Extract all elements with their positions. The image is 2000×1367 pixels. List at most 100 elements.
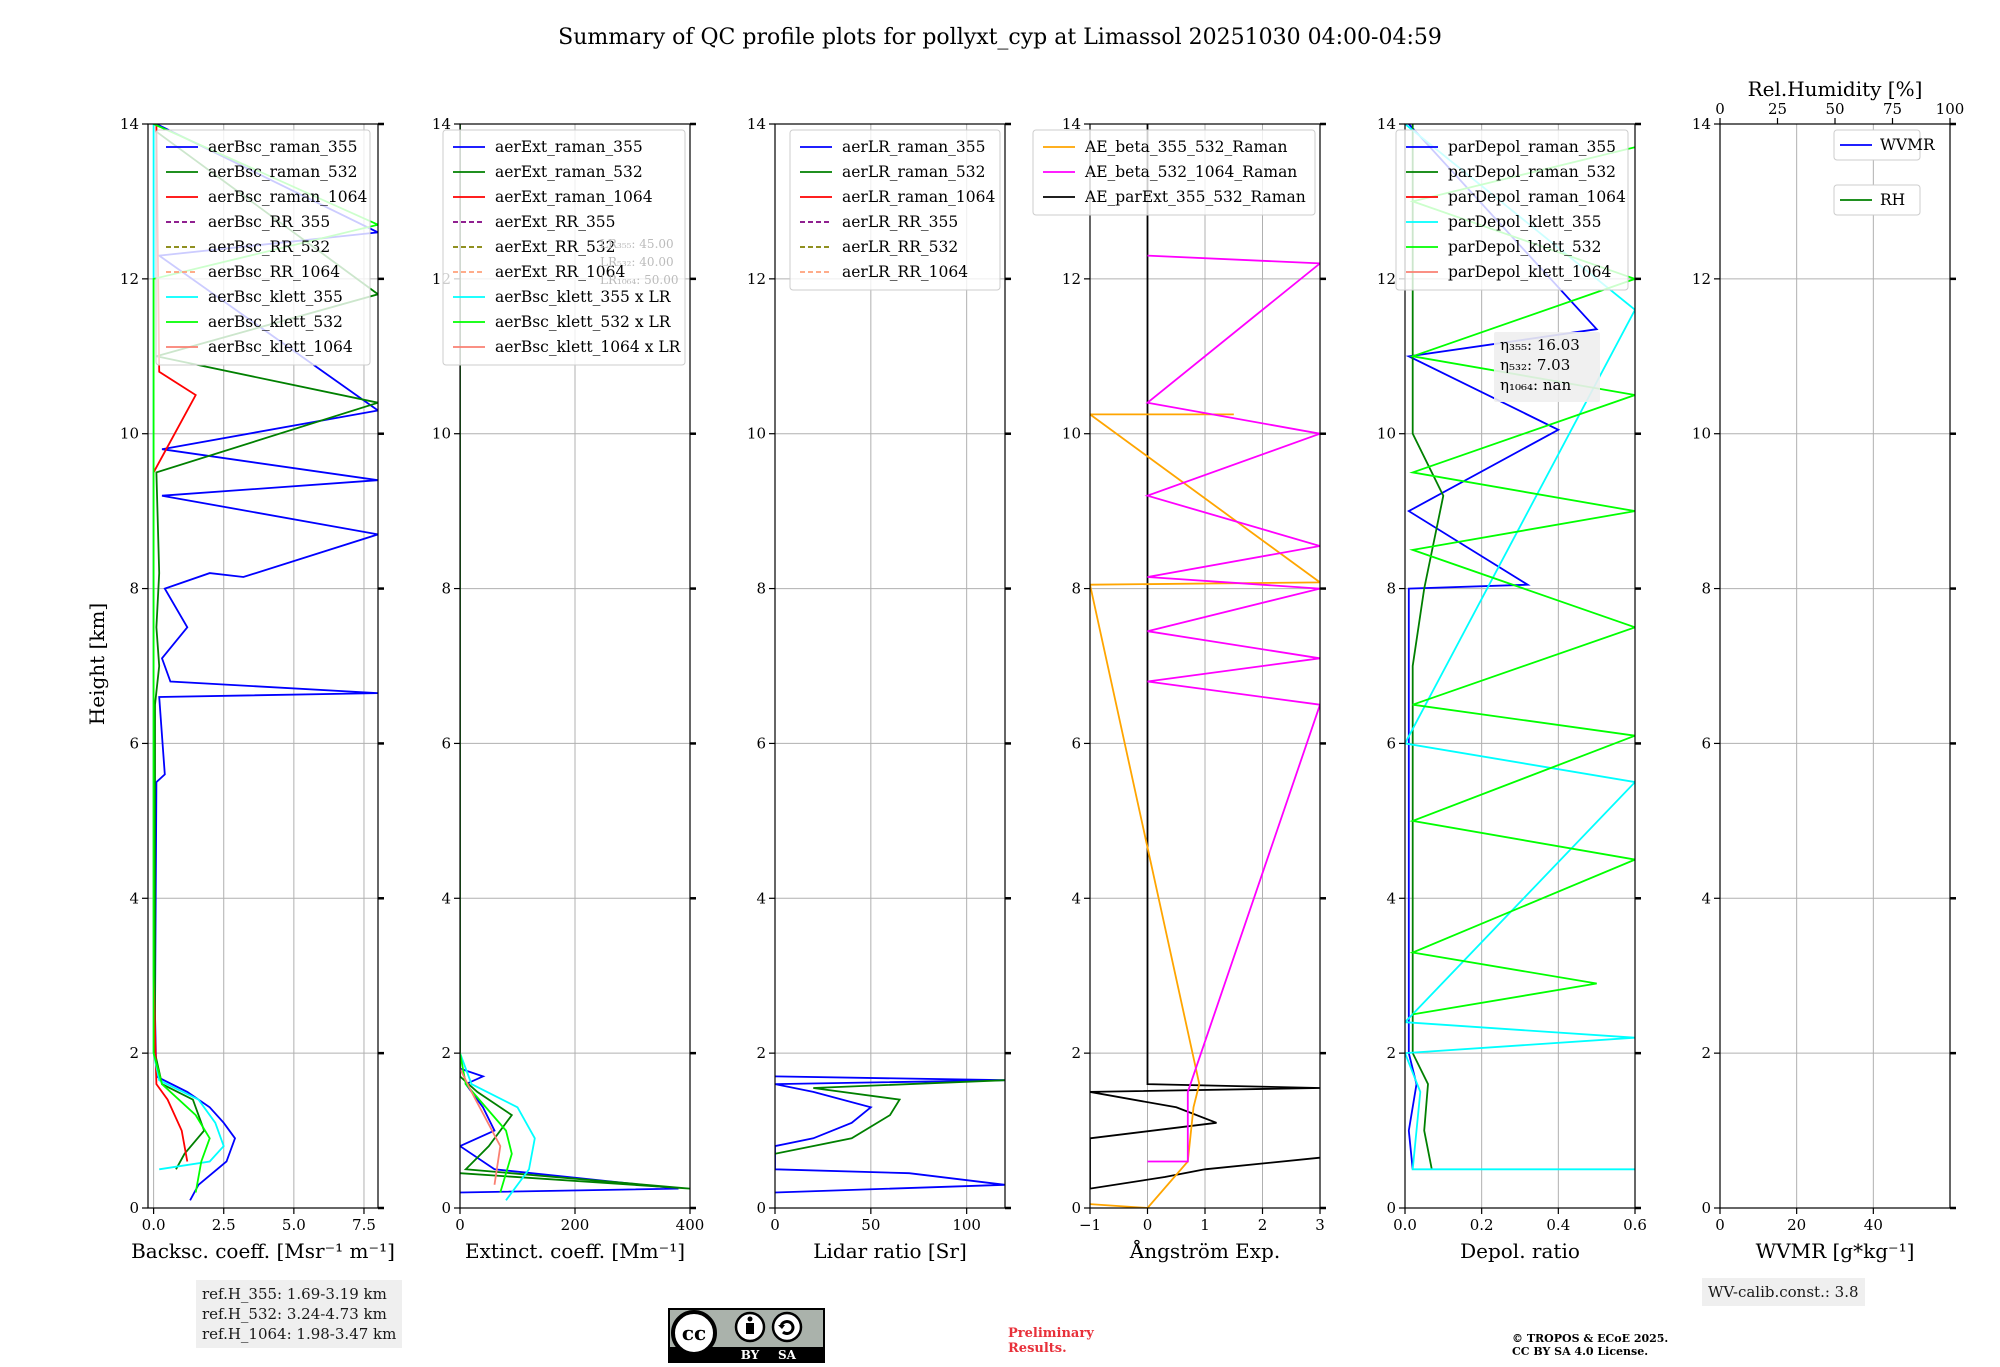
y-tick-label: 6	[1701, 734, 1711, 752]
legend-box	[1032, 129, 1316, 216]
y-tick-label: 0	[1701, 1199, 1711, 1217]
legend-label: aerLR_RR_1064	[842, 263, 968, 281]
eta-annotation: η₁₀₆₄: nan	[1500, 376, 1571, 394]
series-line-AE_beta_532_1064_Raman	[1144, 254, 1320, 1163]
y-tick-label: 10	[1062, 425, 1081, 443]
y-tick-label: 12	[1062, 270, 1081, 288]
x-tick-label: 1	[1200, 1216, 1210, 1234]
x-tick-label: 0.6	[1623, 1216, 1647, 1234]
lr-annotation: LR₅₃₂: 40.00	[600, 255, 674, 269]
panel-lidar_ratio: 0 2 4 6 8 10 12 14 0 50 100 Lidar ratio [Sr] aerLR_r…	[747, 115, 1011, 1263]
series-group	[152, 124, 378, 1201]
legend-label: AE_parExt_355_532_Raman	[1084, 188, 1306, 206]
cc-sa-label: SA	[778, 1348, 797, 1362]
axes-frame	[147, 123, 379, 1209]
y-tick-label: 10	[1377, 425, 1396, 443]
lr-annotation: LR₁₀₆₄: 50.00	[600, 273, 678, 287]
x-tick-label: 200	[561, 1216, 590, 1234]
x-tick-label: 0	[1715, 1216, 1725, 1234]
x-tick-label: 50	[861, 1216, 880, 1234]
top-tick-label: 50	[1825, 100, 1844, 118]
y-tick-label: 10	[1692, 425, 1711, 443]
svg-text:cc: cc	[682, 1321, 706, 1345]
series-line-aerBsc_raman_355	[154, 124, 378, 1201]
y-tick-label: 2	[1701, 1044, 1711, 1062]
legend-label: aerExt_RR_1064	[495, 263, 626, 281]
y-tick-label: 4	[1071, 889, 1081, 907]
legend-label: aerExt_RR_355	[495, 213, 616, 231]
legend-label: WVMR	[1880, 136, 1936, 154]
legend-label: parDepol_klett_532	[1448, 238, 1601, 256]
series-group	[1405, 124, 1635, 1171]
cc-by-label: BY	[741, 1348, 760, 1362]
axes-frame	[1404, 123, 1636, 1209]
legend-box	[155, 129, 371, 366]
series-line-AE_beta_355_532_Raman	[1090, 413, 1320, 1208]
figure-title: Summary of QC profile plots for pollyxt_…	[558, 25, 1442, 50]
cc-license-badge: cc BY SA	[668, 1308, 825, 1363]
y-tick-label: 14	[1377, 115, 1396, 133]
y-tick-label: 12	[1377, 270, 1396, 288]
y-tick-label: 10	[120, 425, 139, 443]
legend-box	[1833, 129, 1921, 161]
top-tick-label: 25	[1768, 100, 1787, 118]
y-tick-label: 2	[1386, 1044, 1396, 1062]
series-line-aerBsc_raman_532	[154, 130, 378, 1170]
preliminary-note: Preliminary Results.	[1008, 1326, 1094, 1356]
y-tick-label: 6	[129, 734, 139, 752]
legend-label: AE_beta_532_1064_Raman	[1084, 163, 1297, 181]
legend-label: aerBsc_klett_532	[208, 313, 343, 331]
legend-label: aerBsc_raman_355	[208, 138, 358, 156]
panel-depol: 0 2 4 6 8 10 12 14 0.0 0.2 0.4 0.6 Depol. ratio parDe…	[1377, 115, 1647, 1263]
y-tick-label: 2	[441, 1044, 451, 1062]
y-tick-label: 0	[756, 1199, 766, 1217]
y-axis-label: Height [km]	[85, 603, 109, 725]
legend-label: parDepol_raman_355	[1448, 138, 1616, 156]
x-tick-label: 0	[770, 1216, 780, 1234]
x-axis-label: Backsc. coeff. [Msr⁻¹ m⁻¹]	[131, 1239, 395, 1263]
legend-label: aerBsc_klett_355	[208, 288, 343, 306]
y-tick-label: 8	[1701, 580, 1711, 598]
top-axis-label: Rel.Humidity [%]	[1748, 77, 1923, 101]
series-line-parDepol_klett_532	[1409, 146, 1635, 1016]
series-line-parDepol_raman_355	[1405, 124, 1599, 1170]
legend-label: AE_beta_355_532_Raman	[1084, 138, 1287, 156]
y-tick-label: 0	[1071, 1199, 1081, 1217]
y-tick-label: 4	[129, 889, 139, 907]
y-tick-label: 4	[441, 889, 451, 907]
x-tick-label: 0	[1143, 1216, 1153, 1234]
ref-height-box: ref.H_355: 1.69-3.19 km ref.H_532: 3.24-…	[196, 1280, 403, 1348]
x-tick-label: 3	[1315, 1216, 1325, 1234]
y-tick-label: 14	[432, 115, 451, 133]
legend-label: aerLR_raman_532	[842, 163, 985, 181]
legend-label: aerExt_RR_532	[495, 238, 616, 256]
y-tick-label: 14	[1692, 115, 1711, 133]
x-tick-label: 0.0	[142, 1216, 166, 1234]
legend-label: aerExt_raman_355	[495, 138, 643, 156]
cc-logo-icon: cc BY SA	[668, 1308, 825, 1363]
y-tick-label: 8	[756, 580, 766, 598]
preliminary-line1: Preliminary	[1008, 1326, 1094, 1341]
series-line-AE_parExt_355_532_Raman	[1090, 124, 1320, 1190]
ref-h-355: ref.H_355: 1.69-3.19 km	[202, 1285, 387, 1303]
x-tick-label: 20	[1787, 1216, 1806, 1234]
y-tick-label: 14	[1062, 115, 1081, 133]
legend-label: aerBsc_klett_1064	[208, 338, 353, 356]
axes-frame	[774, 123, 1006, 1209]
x-tick-label: 7.5	[352, 1216, 376, 1234]
legend-label: aerExt_raman_1064	[495, 188, 653, 206]
top-tick-label: 100	[1936, 100, 1965, 118]
legend-label: aerLR_RR_355	[842, 213, 958, 231]
y-tick-label: 4	[1701, 889, 1711, 907]
x-axis-label: Depol. ratio	[1460, 1239, 1580, 1263]
y-tick-label: 0	[129, 1199, 139, 1217]
series-group	[1090, 124, 1320, 1208]
wv-calib-const: WV-calib.const.: 3.8	[1708, 1283, 1859, 1301]
axes-frame	[1719, 123, 1951, 1209]
legend-label: aerBsc_klett_1064 x LR	[495, 338, 682, 356]
